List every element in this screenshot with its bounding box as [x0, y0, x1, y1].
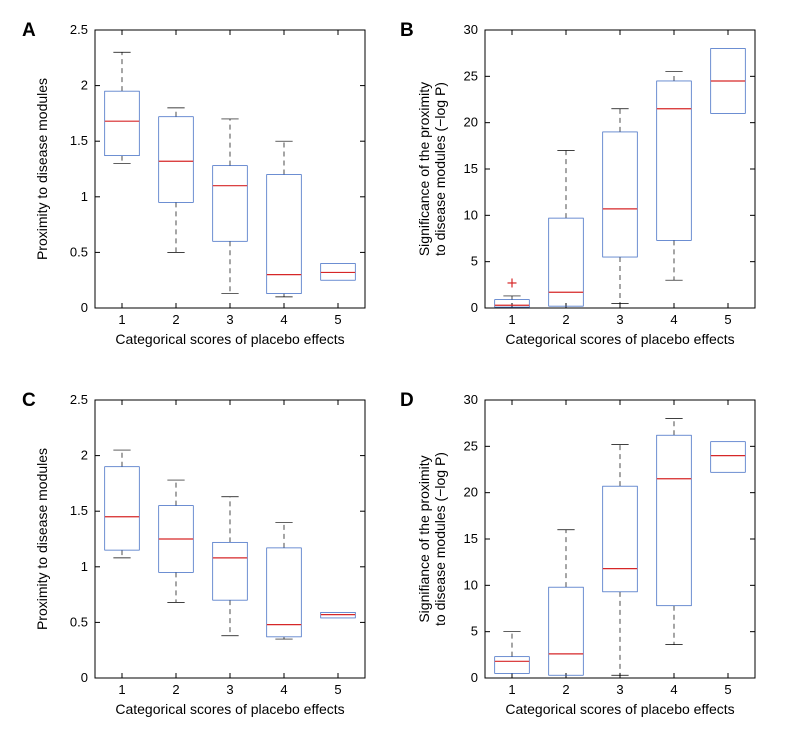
ytick-label: 0: [471, 300, 478, 315]
panel-B: 05101520253012345Categorical scores of p…: [0, 0, 786, 729]
box: [159, 506, 194, 573]
ytick-label: 0: [81, 670, 88, 685]
ytick-label: 1.5: [70, 133, 88, 148]
xtick-label: 1: [118, 312, 125, 327]
box: [321, 612, 356, 618]
box: [495, 657, 530, 674]
box: [657, 435, 692, 606]
box: [267, 548, 302, 637]
ytick-label: 15: [464, 161, 478, 176]
x-axis-label: Categorical scores of placebo effects: [115, 331, 344, 347]
xtick-label: 3: [226, 682, 233, 697]
box: [267, 175, 302, 294]
xtick-label: 2: [562, 312, 569, 327]
ytick-label: 2.5: [70, 392, 88, 407]
box: [711, 442, 746, 473]
box: [321, 264, 356, 281]
xtick-label: 3: [226, 312, 233, 327]
x-axis-label: Categorical scores of placebo effects: [505, 701, 734, 717]
panel-C: 0 0.5 1 1.5 2 2.5 1 2 3 4 5 Categorical scores of p…: [0, 0, 786, 729]
box: [105, 467, 140, 550]
box: [105, 91, 140, 155]
xtick-label: 3: [616, 312, 623, 327]
x-axis-label: Categorical scores of placebo effects: [115, 701, 344, 717]
box: [495, 300, 530, 307]
xtick-label: 3: [616, 682, 623, 697]
ytick-label: 20: [464, 485, 478, 500]
panel-label-C: C: [22, 390, 36, 412]
x-axis-label: Categorical scores of placebo effects: [505, 331, 734, 347]
xtick-label: 5: [724, 682, 731, 697]
xtick-label: 5: [334, 682, 341, 697]
box: [603, 132, 638, 257]
ytick-label: 30: [464, 392, 478, 407]
box: [549, 587, 584, 675]
xtick-label: 2: [172, 312, 179, 327]
panel-label-B: B: [400, 20, 414, 42]
ytick-label: 1: [81, 189, 88, 204]
y-axis-label: Proximity to disease modules: [34, 78, 50, 260]
ytick-label: 0: [81, 300, 88, 315]
box: [213, 166, 248, 242]
ytick-label: 1: [81, 559, 88, 574]
ytick-label: 0: [471, 670, 478, 685]
xtick-label: 5: [334, 312, 341, 327]
ytick-label: 5: [471, 624, 478, 639]
ytick-label: 2: [81, 78, 88, 93]
xtick-label: 2: [172, 682, 179, 697]
xtick-label: 4: [670, 682, 677, 697]
box: [711, 49, 746, 114]
ytick-label: 5: [471, 254, 478, 269]
panel-label-A: A: [22, 20, 36, 42]
panel-A: 0 0.5 1 1.5 2 2.5 1 2 3 4 5 Categorical scores of p…: [0, 0, 786, 729]
xtick-label: 5: [724, 312, 731, 327]
figure: A 0 0.5 1 1.5 2 2.5 1 2 3 4 5 Categorical scores of …: [0, 0, 786, 729]
box: [603, 486, 638, 592]
y-axis-label: Proximity to disease modules: [34, 448, 50, 630]
xtick-label: 2: [562, 682, 569, 697]
panel-D: 05101520253012345Categorical scores of p…: [0, 0, 786, 729]
xtick-label: 1: [118, 682, 125, 697]
box: [159, 117, 194, 203]
y-axis-label: Significance of the proximityto disease …: [416, 82, 448, 256]
ytick-label: 1.5: [70, 503, 88, 518]
ytick-label: 2: [81, 448, 88, 463]
box: [213, 542, 248, 600]
xtick-label: 1: [508, 682, 515, 697]
ytick-label: 2.5: [70, 22, 88, 37]
ytick-label: 10: [464, 207, 478, 222]
ytick-label: 20: [464, 115, 478, 130]
xtick-label: 4: [280, 682, 287, 697]
xtick-label: 4: [670, 312, 677, 327]
xtick-label: 4: [280, 312, 287, 327]
y-axis-label: Signifiance of the proximityto disease m…: [416, 452, 448, 626]
box: [657, 81, 692, 240]
ytick-label: 30: [464, 22, 478, 37]
box: [549, 218, 584, 306]
panel-label-D: D: [400, 390, 414, 412]
ytick-label: 0.5: [70, 614, 88, 629]
ytick-label: 25: [464, 438, 478, 453]
ytick-label: 0.5: [70, 244, 88, 259]
ytick-label: 15: [464, 531, 478, 546]
ytick-label: 10: [464, 577, 478, 592]
xtick-label: 1: [508, 312, 515, 327]
ytick-label: 25: [464, 68, 478, 83]
